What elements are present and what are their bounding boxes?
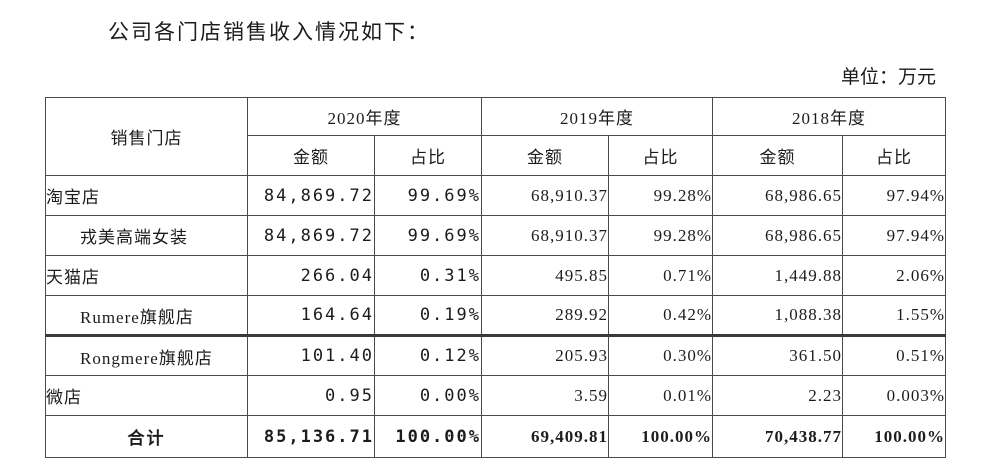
header-store-column: 销售门店 (45, 97, 248, 176)
table-header-row-years: 销售门店 2020年度 2019年度 2018年度 (45, 97, 946, 176)
ratio-2020: 99.69% (374, 175, 482, 216)
amount-2019: 205.93 (481, 335, 609, 376)
amount-2019: 495.85 (481, 255, 609, 296)
store-name: 淘宝店 (45, 175, 248, 216)
ratio-2019: 0.30% (608, 335, 713, 376)
store-name: Rumere旗舰店 (45, 295, 248, 337)
table-row-total: 合计 85,136.71 100.00% 69,409.81 100.00% 7… (45, 415, 946, 458)
amount-2020: 84,869.72 (247, 215, 375, 256)
header-ratio-2019: 占比 (608, 135, 713, 176)
ratio-2019: 99.28% (608, 175, 713, 216)
doc-title: 公司各门店销售收入情况如下： (108, 20, 430, 44)
header-year-2018: 2018年度 (712, 97, 946, 136)
ratio-2018: 0.003% (842, 375, 946, 416)
amount-2018: 2.23 (712, 375, 843, 416)
amount-2018: 68,986.65 (712, 175, 843, 216)
amount-2019: 3.59 (481, 375, 609, 416)
ratio-2020: 99.69% (374, 215, 482, 256)
table-header-row-metrics: 金额 占比 金额 占比 金额 占比 (46, 135, 946, 176)
ratio-2020: 0.12% (374, 335, 482, 376)
table-row-weidian: 微店 0.95 0.00% 3.59 0.01% 2.23 0.003% (45, 375, 946, 416)
total-ratio-2018: 100.00% (842, 415, 946, 458)
amount-2019: 68,910.37 (481, 215, 609, 256)
ratio-2018: 0.51% (842, 335, 946, 376)
table-row-rongmere-flagship: Rongmere旗舰店 101.40 0.12% 205.93 0.30% 36… (45, 335, 946, 376)
table-row-rumere-flagship: Rumere旗舰店 164.64 0.19% 289.92 0.42% 1,08… (45, 295, 946, 337)
header-year-2020: 2020年度 (247, 97, 482, 136)
store-name: 戎美高端女装 (45, 215, 248, 256)
amount-2018: 361.50 (712, 335, 843, 376)
header-ratio-2018: 占比 (842, 135, 946, 176)
amount-2018: 1,088.38 (712, 295, 843, 337)
store-name: Rongmere旗舰店 (45, 335, 248, 376)
total-amount-2019: 69,409.81 (481, 415, 609, 458)
table-row-taobao: 淘宝店 84,869.72 99.69% 68,910.37 99.28% 68… (45, 175, 946, 216)
amount-2020: 101.40 (247, 335, 375, 376)
ratio-2018: 97.94% (842, 175, 946, 216)
amount-2019: 289.92 (481, 295, 609, 337)
total-ratio-2019: 100.00% (608, 415, 713, 458)
sales-revenue-table: 销售门店 2020年度 2019年度 2018年度 金额 占比 金额 占比 金额… (45, 97, 946, 458)
header-amount-2019: 金额 (481, 135, 609, 176)
amount-2018: 68,986.65 (712, 215, 843, 256)
amount-2020: 0.95 (247, 375, 375, 416)
ratio-2020: 0.31% (374, 255, 482, 296)
total-label: 合计 (45, 415, 248, 458)
ratio-2019: 0.01% (608, 375, 713, 416)
store-name: 微店 (45, 375, 248, 416)
ratio-2019: 0.42% (608, 295, 713, 337)
amount-2020: 266.04 (247, 255, 375, 296)
header-amount-2020: 金额 (247, 135, 375, 176)
amount-2018: 1,449.88 (712, 255, 843, 296)
table-row-rongmei-womenswear: 戎美高端女装 84,869.72 99.69% 68,910.37 99.28%… (45, 215, 946, 256)
amount-2019: 68,910.37 (481, 175, 609, 216)
header-ratio-2020: 占比 (374, 135, 482, 176)
unit-label: 单位：万元 (840, 67, 936, 88)
total-amount-2018: 70,438.77 (712, 415, 843, 458)
total-amount-2020: 85,136.71 (247, 415, 375, 458)
ratio-2020: 0.19% (374, 295, 482, 337)
amount-2020: 164.64 (247, 295, 375, 337)
table-row-tmall: 天猫店 266.04 0.31% 495.85 0.71% 1,449.88 2… (45, 255, 946, 296)
ratio-2020: 0.00% (374, 375, 482, 416)
ratio-2018: 1.55% (842, 295, 946, 337)
header-amount-2018: 金额 (712, 135, 843, 176)
store-name: 天猫店 (45, 255, 248, 296)
header-year-2019: 2019年度 (481, 97, 713, 136)
total-ratio-2020: 100.00% (374, 415, 482, 458)
ratio-2019: 0.71% (608, 255, 713, 296)
ratio-2018: 97.94% (842, 215, 946, 256)
ratio-2019: 99.28% (608, 215, 713, 256)
amount-2020: 84,869.72 (247, 175, 375, 216)
ratio-2018: 2.06% (842, 255, 946, 296)
